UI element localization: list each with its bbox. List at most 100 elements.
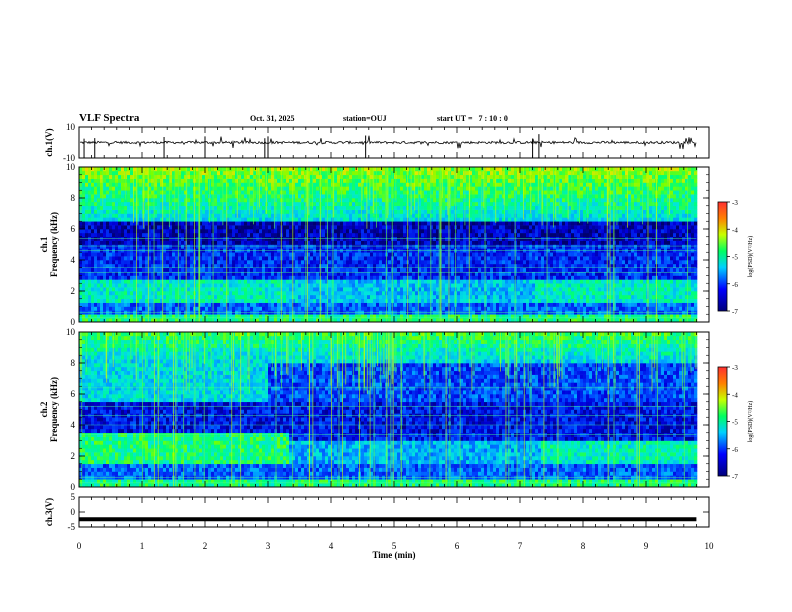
spectrogram-cell [349,306,353,311]
spectrogram-cell [445,263,449,269]
spectrogram-cell [637,275,641,280]
spectrogram-cell [148,232,152,238]
spectrogram-cell [265,283,269,288]
spectrogram-cell [94,314,98,319]
spectrogram-cell [376,229,380,234]
spectrogram-cell [490,236,494,241]
spectrogram-cell [592,232,596,238]
ch1-spectrogram-panel [79,167,709,322]
spectrogram-cell [403,252,407,257]
spectrogram-cell [400,283,404,288]
spectrogram-cell [382,298,386,303]
spectrogram-cell [307,291,311,296]
spectrogram-cell [502,232,506,238]
spectrogram-cell [202,294,206,300]
spectrogram-cell [586,229,590,234]
spectrogram-cell [229,252,233,257]
spectrogram-cell [610,263,614,269]
spectrogram-cell [301,260,305,265]
spectrogram-cell [268,256,272,261]
spectrogram-cell [694,275,698,280]
spectrogram-cell [187,244,191,249]
spectrogram-cell [682,287,686,292]
spectrogram-cell [271,267,275,272]
spectrogram-cell [688,283,692,288]
spectrogram-cell [202,244,206,249]
spectrogram-cell [538,283,542,288]
spectrogram-cell [553,306,557,311]
spectrogram-cell [688,244,692,249]
spectrogram-cell [136,279,140,284]
spectrogram-cell [541,298,545,303]
spectrogram-cell [391,314,395,319]
spectrogram-cell [472,256,476,261]
spectrogram-cell [457,314,461,319]
spectrogram-cell [688,271,692,276]
spectrogram-cell [433,275,437,280]
spectrogram-cell [82,314,86,319]
spectrogram-cell [142,275,146,280]
spectrogram-cell [577,318,581,322]
spectrogram-cell [115,267,119,272]
spectrogram-cell [559,267,563,272]
spectrogram-cell [325,232,329,238]
spectrogram-cell [394,229,398,234]
spectrogram-cell [523,318,527,322]
spectrogram-cell [583,275,587,280]
spectrogram-cell [229,240,233,245]
spectrogram-cell [415,271,419,276]
spectrogram-cell [601,263,605,269]
spectrogram-cell [274,306,278,311]
spectrogram-cell [376,283,380,288]
spectrogram-cell [91,236,95,241]
spectrogram-cell [580,236,584,241]
spectrogram-cell [256,306,260,311]
spectrogram-cell [448,302,452,307]
spectrogram-cell [661,302,665,307]
spectrogram-cell [400,306,404,311]
spectrogram-cell [154,229,158,234]
spectrogram-cell [271,294,275,300]
spectrogram-cell [676,252,680,257]
spectrogram-cell [514,240,518,245]
spectrogram-cell [463,302,467,307]
spectrogram-cell [463,271,467,276]
spectrogram-cell [256,229,260,234]
spectrogram-cell [259,260,263,265]
spectrogram-cell [397,271,401,276]
spectrogram-cell [394,271,398,276]
spectrogram-cell [82,302,86,307]
spectrogram-cell [529,240,533,245]
spectrogram-cell [577,283,581,288]
spectrogram-cell [379,263,383,269]
spectrogram-cell [382,306,386,311]
spectrogram-cell [160,318,164,322]
spectrogram-cell [343,314,347,319]
spectrogram-cell [118,240,122,245]
spectrogram-cell [217,287,221,292]
spectrogram-cell [259,302,263,307]
spectrogram-cell [652,267,656,272]
spectrogram-cell [376,271,380,276]
spectrogram-cell [496,298,500,303]
spectrogram-cell [229,302,233,307]
spectrogram-cell [199,275,203,280]
spectrogram-cell [493,283,497,288]
spectrogram-cell [487,314,491,319]
spectrogram-cell [550,229,554,234]
spectrogram-cell [577,275,581,280]
spectrogram-cell [103,275,107,280]
spectrogram-cell [694,291,698,296]
spectrogram-cell [130,240,134,245]
spectrogram-cell [508,267,512,272]
spectrogram-cell [490,240,494,245]
spectrogram-cell [409,267,413,272]
spectrogram-cell [334,232,338,238]
spectrogram-cell [133,267,137,272]
spectrogram-cell [235,232,239,238]
spectrogram-cell [397,260,401,265]
spectrogram-cell [265,294,269,300]
spectrogram-cell [640,263,644,269]
spectrogram-cell [286,298,290,303]
spectrogram-cell [217,256,221,261]
